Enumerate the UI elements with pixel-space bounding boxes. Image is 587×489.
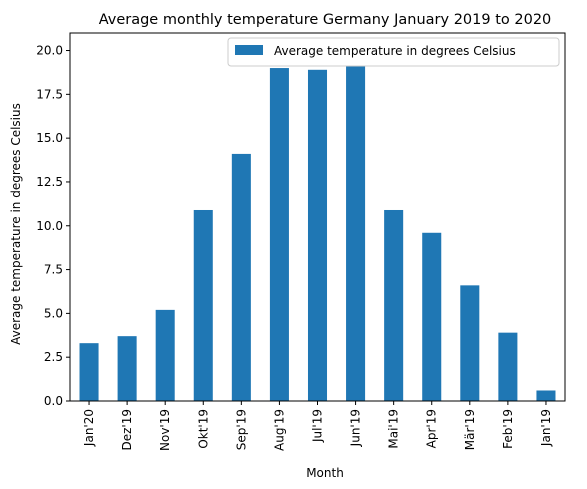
bar xyxy=(536,390,556,401)
x-tick-label: Jul'19 xyxy=(311,409,325,443)
plot-area: Jan'20 Dez'19 Nov'19 Okt'19 Sep'19 Aug'19 Jul'… xyxy=(36,32,566,451)
bar xyxy=(269,68,289,402)
y-tick-label: 17.5 xyxy=(36,87,63,101)
y-tick-label: 0.0 xyxy=(44,394,63,408)
chart-title: Average monthly temperature Germany Janu… xyxy=(99,12,552,28)
legend-swatch xyxy=(235,45,263,55)
x-tick-label: Okt'19 xyxy=(196,409,210,449)
x-tick-label: Feb'19 xyxy=(501,409,515,449)
x-tick-label: Mai'19 xyxy=(387,409,401,449)
bar xyxy=(498,332,518,401)
x-tick-label: Mär'19 xyxy=(463,409,477,450)
x-tick-label: Apr'19 xyxy=(425,409,439,448)
axes-frame xyxy=(69,32,566,402)
y-tick-label: 12.5 xyxy=(36,175,63,189)
y-axis-label: Average temperature in degrees Celsius xyxy=(9,103,23,345)
y-tick-label: 10.0 xyxy=(36,219,63,233)
bar xyxy=(422,232,442,401)
bar xyxy=(231,153,251,401)
bar xyxy=(117,336,137,401)
legend-frame xyxy=(227,37,560,67)
legend-label: Average temperature in degrees Celsius xyxy=(274,44,516,58)
y-tick-label: 5.0 xyxy=(44,306,63,320)
x-axis-label: Month xyxy=(306,466,344,480)
x-tick-label: Aug'19 xyxy=(272,409,286,451)
x-tick-label: Sep'19 xyxy=(234,409,248,450)
x-tick-label: Jan'19 xyxy=(539,409,553,447)
bar xyxy=(79,343,99,401)
x-tick-label: Jan'20 xyxy=(82,409,96,447)
bar xyxy=(155,309,175,401)
y-tick-label: 2.5 xyxy=(44,350,63,364)
x-tick-label: Nov'19 xyxy=(158,409,172,451)
y-tick-label: 7.5 xyxy=(44,263,63,277)
legend: Average temperature in degrees Celsius xyxy=(227,37,560,67)
bar xyxy=(307,69,328,402)
y-tick-label: 15.0 xyxy=(36,131,63,145)
y-tick-label: 20.0 xyxy=(36,44,63,58)
x-tick-label: Jun'19 xyxy=(349,409,363,447)
bar xyxy=(193,209,213,401)
x-tick-label: Dez'19 xyxy=(120,409,134,451)
bar xyxy=(460,285,480,401)
bar xyxy=(384,209,404,401)
bar xyxy=(346,54,366,402)
